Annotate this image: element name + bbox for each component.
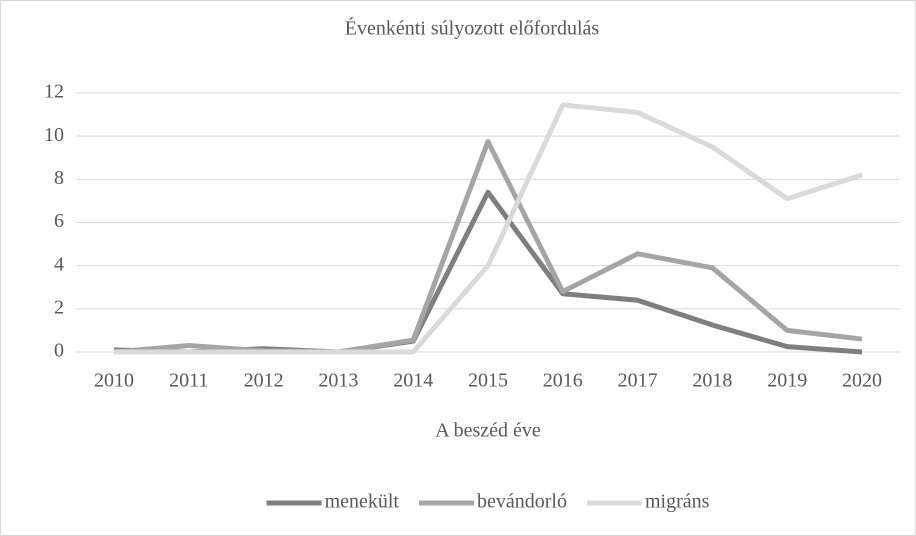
x-tick-label: 2014 [393,370,433,392]
x-tick-label: 2010 [94,370,134,392]
legend-label: bevándorló [477,491,567,513]
y-tick-label: 2 [54,296,64,318]
legend-label: migráns [645,491,710,513]
legend-label: menekült [325,491,400,513]
y-tick-label: 0 [54,340,64,362]
y-tick-label: 12 [44,81,64,103]
x-tick-label: 2015 [468,370,508,392]
x-tick-label: 2017 [618,370,658,392]
series-line [114,102,863,355]
x-tick-label: 2016 [543,370,583,392]
y-tick-label: 8 [54,167,64,189]
x-tick-label: 2013 [318,370,358,392]
y-tick-label: 10 [44,124,64,146]
x-tick-label: 2019 [767,370,807,392]
chart-title: Évenkénti súlyozott előfordulás [345,17,600,40]
x-tick-label: 2018 [692,370,732,392]
x-tick-label: 2012 [244,370,284,392]
x-tick-label: 2020 [842,370,882,392]
y-tick-label: 6 [54,210,64,232]
series-line [113,139,863,355]
x-tick-label: 2011 [169,370,208,392]
y-tick-label: 4 [54,253,64,275]
x-axis-label: A beszéd éve [435,420,541,442]
